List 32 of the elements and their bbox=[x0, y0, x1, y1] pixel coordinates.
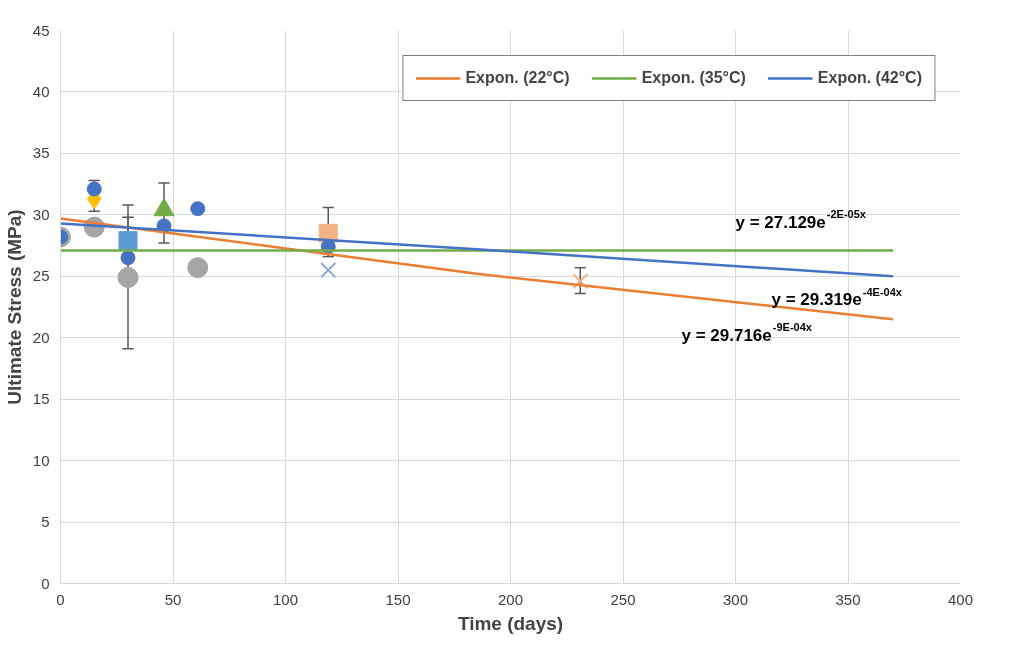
point bbox=[190, 201, 206, 217]
point bbox=[120, 250, 136, 266]
legend-label: Expon. (42°C) bbox=[817, 69, 922, 87]
x-tick-label: 100 bbox=[272, 590, 299, 608]
y-tick-label: 15 bbox=[32, 390, 50, 408]
y-tick-label: 20 bbox=[32, 328, 50, 346]
point bbox=[320, 262, 337, 279]
y-tick-label: 40 bbox=[32, 82, 50, 100]
y-tick-label: 45 bbox=[32, 21, 50, 39]
y-tick-label: 0 bbox=[41, 574, 50, 592]
point bbox=[187, 257, 209, 279]
legend-label: Expon. (22°C) bbox=[465, 69, 570, 87]
x-axis-title: Time (days) bbox=[457, 612, 564, 634]
legend-label: Expon. (35°C) bbox=[641, 69, 746, 87]
y-axis-title: Ultimate Stress (MPa) bbox=[3, 209, 25, 405]
point bbox=[118, 231, 138, 251]
y-tick-label: 5 bbox=[41, 513, 50, 531]
x-tick-label: 200 bbox=[497, 590, 524, 608]
point bbox=[117, 267, 139, 288]
y-tick-label: 10 bbox=[32, 451, 50, 469]
x-tick-label: 50 bbox=[164, 590, 182, 608]
x-tick-label: 350 bbox=[835, 590, 861, 608]
x-tick-label: 0 bbox=[56, 590, 65, 608]
x-tick-label: 300 bbox=[722, 590, 749, 608]
y-tick-label: 35 bbox=[32, 144, 50, 162]
y-tick-label: 25 bbox=[32, 267, 50, 285]
x-tick-label: 400 bbox=[947, 590, 974, 608]
y-tick-label: 30 bbox=[32, 205, 50, 223]
x-tick-label: 150 bbox=[385, 590, 411, 608]
point bbox=[86, 181, 102, 197]
x-tick-label: 250 bbox=[610, 590, 636, 608]
point bbox=[572, 273, 589, 290]
